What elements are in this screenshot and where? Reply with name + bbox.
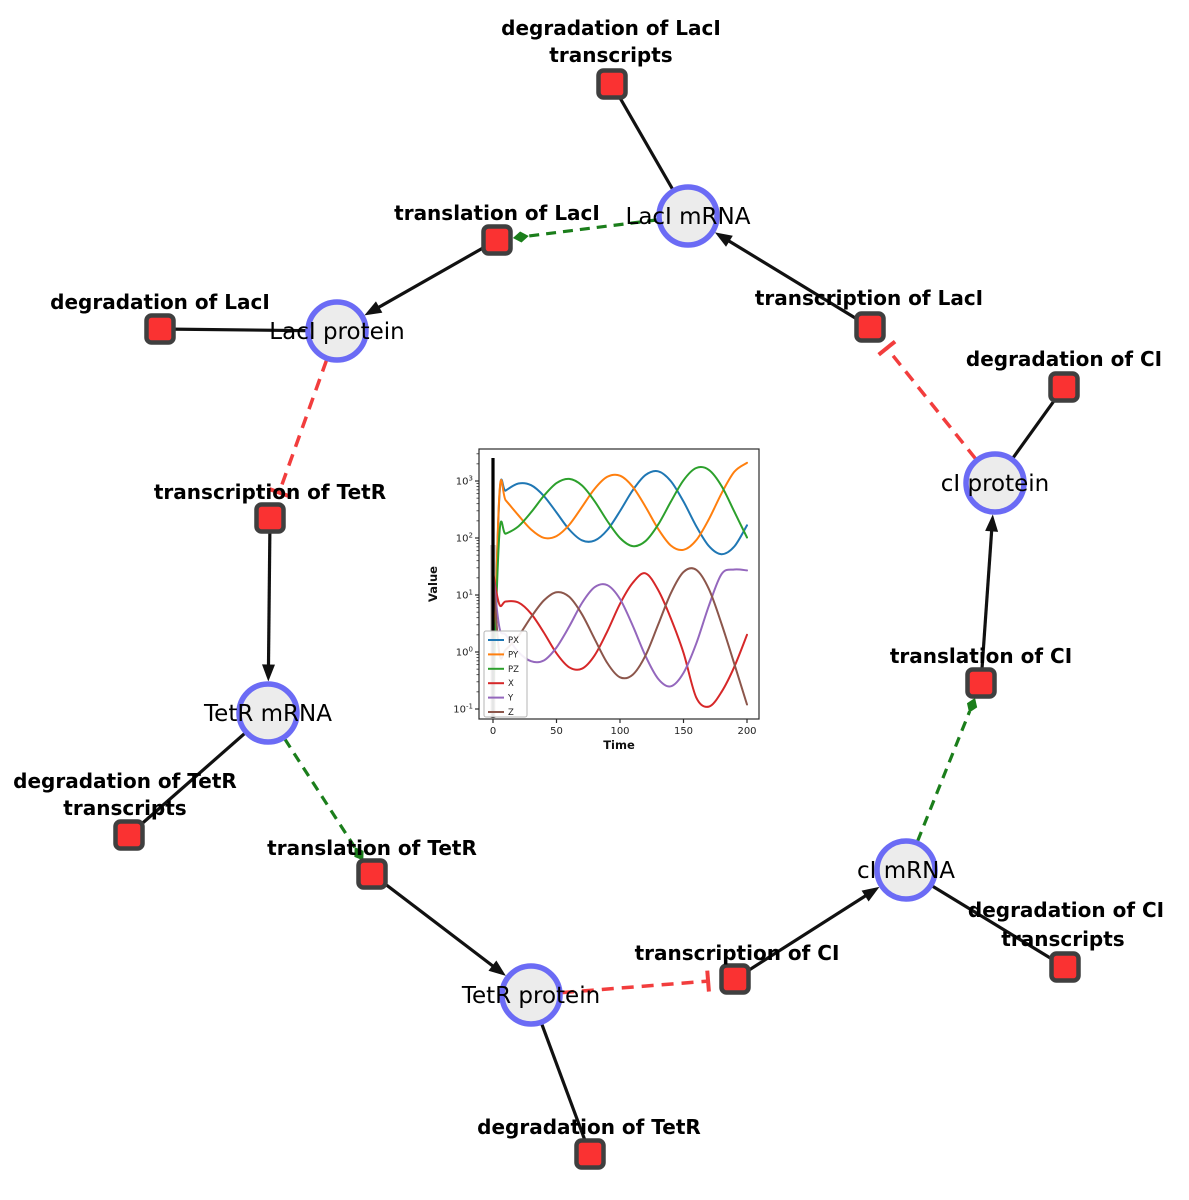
edge-product-transl_ci-ci_protein (979, 514, 999, 684)
reaction-label-deg_laci_tx-line1: transcripts (549, 43, 672, 67)
series-line-PY (492, 461, 748, 706)
nodes-layer (113, 68, 1081, 1170)
series-line-PZ (492, 466, 748, 706)
reaction-node-deg_tetr[interactable] (574, 1138, 606, 1170)
reaction-node-transl_laci[interactable] (481, 224, 513, 256)
arrowhead (261, 664, 275, 682)
reaction-label-transc_ci-line0: transcription of CI (635, 941, 840, 965)
edge-inhibitor-laci_protein-transc_tetr (268, 359, 329, 499)
reaction-node-deg_tetr_tx[interactable] (113, 819, 145, 851)
edge-modifier-tetr_mrna-transl_tetr (283, 738, 364, 861)
x-tick-label: 50 (550, 726, 563, 737)
x-tick-label: 100 (610, 726, 629, 737)
reaction-label-transl_laci-line0: translation of LacI (394, 201, 600, 225)
reaction-label-deg_laci-line0: degradation of LacI (50, 290, 270, 314)
legend-label-PX: PX (508, 636, 519, 646)
modifier-diamond (966, 697, 978, 713)
species-label-laci_protein: LacI protein (269, 319, 404, 345)
chart-x-axis-label: Time (603, 738, 635, 752)
arrowhead (985, 514, 999, 532)
species-node-laci_protein[interactable] (305, 299, 369, 363)
edge-inhibitor-tetr_protein-transc_ci (561, 970, 711, 995)
y-tick-label: 100 (456, 646, 473, 659)
reaction-node-transl_ci[interactable] (965, 667, 997, 699)
reaction-node-transc_ci[interactable] (719, 963, 751, 995)
edge-modifier-ci_mrna-transl_ci (916, 697, 978, 842)
chart-y-axis-label: Value (426, 566, 440, 602)
reaction-label-transl_ci-line0: translation of CI (890, 644, 1072, 668)
species-node-ci_protein[interactable] (963, 451, 1027, 515)
legend-label-Z: Z (508, 708, 514, 718)
plot-axes-frame (478, 448, 760, 720)
reaction-node-deg_laci[interactable] (144, 313, 176, 345)
series-line-X (492, 571, 748, 708)
species-label-ci_mrna: cI mRNA (857, 858, 955, 884)
species-label-tetr_protein: TetR protein (461, 983, 600, 1009)
reaction-label-deg_laci_tx-line0: degradation of LacI (501, 16, 721, 40)
y-tick-label: 103 (456, 475, 473, 488)
edge-product-transc_laci-laci_mrna (714, 232, 871, 329)
labels-layer: LacI mRNA LacI protein TetR mRNA TetR prote… (13, 16, 1164, 1139)
reaction-label-deg_ci_tx-line1: transcripts (1001, 927, 1124, 951)
species-label-ci_protein: cI protein (941, 471, 1050, 497)
y-tick-label: 101 (456, 589, 473, 602)
edge-product-transc_ci-ci_mrna (734, 886, 880, 981)
reaction-label-deg_tetr_tx-line0: degradation of TetR (13, 769, 237, 793)
legend-label-PY: PY (508, 650, 519, 660)
plot-legend-box (483, 630, 528, 718)
y-tick-label: 102 (456, 532, 473, 545)
edge-product-transc_tetr-tetr_mrna (261, 517, 275, 682)
inhibition-tee (268, 487, 290, 499)
reaction-node-transc_tetr[interactable] (254, 502, 286, 534)
reaction-node-transl_tetr[interactable] (356, 858, 388, 890)
arrowhead (714, 232, 733, 247)
legend-label-PZ: PZ (508, 665, 519, 675)
reaction-label-deg_ci_tx-line0: degradation of CI (968, 898, 1164, 922)
arrowhead (364, 301, 383, 316)
edge-modifier-laci_mrna-transl_laci (512, 218, 658, 243)
reaction-label-deg_tetr-line0: degradation of TetR (477, 1115, 701, 1139)
reaction-label-deg_tetr_tx-line1: transcripts (63, 796, 186, 820)
species-label-laci_mrna: LacI mRNA (626, 204, 751, 230)
reaction-node-deg_ci[interactable] (1048, 371, 1080, 403)
reaction-node-deg_laci_tx[interactable] (596, 68, 628, 100)
legend-label-Y: Y (507, 694, 514, 704)
reaction-label-transl_tetr-line0: translation of TetR (267, 836, 477, 860)
modifier-diamond (512, 231, 529, 243)
modifier-diamond (354, 847, 364, 861)
simulation-plot: 0 50 100 150 200 10-1 100 101 102 103 PX PY PZ XYZ Ti… (426, 448, 760, 752)
species-node-tetr_protein[interactable] (499, 963, 563, 1027)
x-tick-label: 200 (737, 726, 756, 737)
reaction-label-transc_laci-line0: transcription of LacI (755, 286, 983, 310)
arrowhead (861, 886, 880, 902)
reaction-label-transc_tetr-line0: transcription of TetR (154, 480, 386, 504)
species-label-tetr_mrna: TetR mRNA (203, 701, 332, 727)
edge-product-transl_laci-laci_protein (364, 238, 498, 316)
legend-label-X: X (508, 679, 514, 689)
edge-product-transl_tetr-tetr_protein (371, 872, 506, 976)
reaction-label-deg_ci-line0: degradation of CI (966, 347, 1162, 371)
y-tick-label: 10-1 (453, 703, 473, 716)
species-node-laci_mrna[interactable] (656, 184, 720, 248)
inhibition-tee (877, 339, 897, 357)
inhibition-tee (705, 970, 711, 992)
reaction-node-deg_ci_tx[interactable] (1049, 951, 1081, 983)
arrowhead (488, 960, 506, 976)
species-node-tetr_mrna[interactable] (236, 681, 300, 745)
species-node-ci_mrna[interactable] (874, 838, 938, 902)
edge-inhibitor-ci_protein-transc_laci (877, 339, 977, 460)
x-tick-label: 150 (674, 726, 693, 737)
reaction-node-transc_laci[interactable] (854, 311, 886, 343)
x-tick-label: 0 (490, 726, 496, 737)
